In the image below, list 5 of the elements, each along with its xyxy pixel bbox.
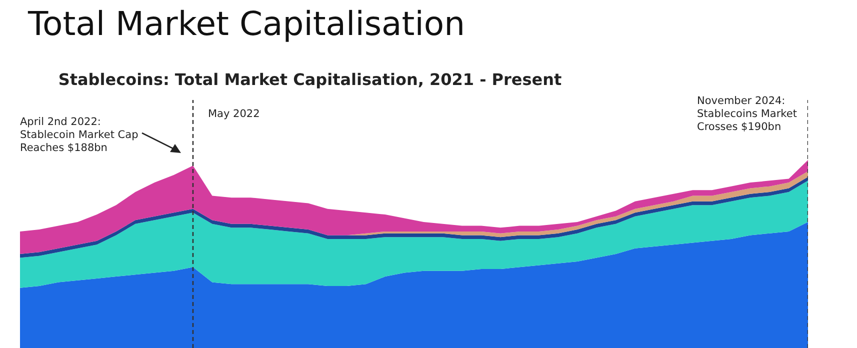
chart-subtitle: Stablecoins: Total Market Capitalisation, 2021 - Present: [57, 70, 563, 89]
chart-title: Total Market Capitalisation: [28, 4, 465, 43]
text: April 2nd 2022: Stablecoin Market Cap Reaches $188bn: [20, 116, 138, 155]
text: May 2022: [208, 108, 260, 121]
text: November 2024: Stablecoins Market Crosses $190bn: [697, 95, 797, 134]
